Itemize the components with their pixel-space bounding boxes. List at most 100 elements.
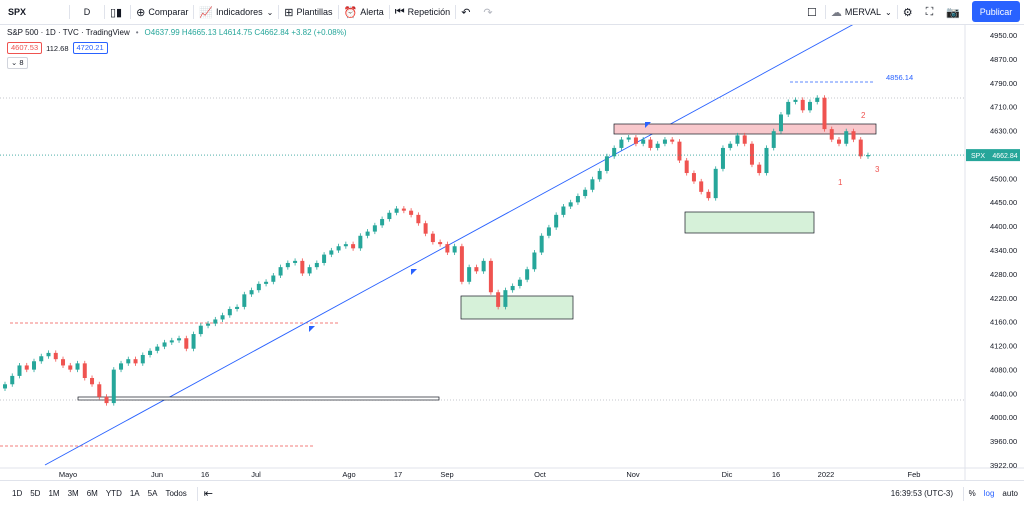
candle-body[interactable]	[445, 244, 450, 253]
candle-body[interactable]	[394, 208, 399, 213]
range-3m[interactable]: 3M	[67, 489, 79, 498]
candle-body[interactable]	[662, 139, 667, 144]
candle-body[interactable]	[256, 283, 261, 291]
candle-body[interactable]	[401, 208, 406, 211]
candle-body[interactable]	[677, 141, 682, 161]
candle-body[interactable]	[481, 260, 486, 272]
range-5a[interactable]: 5A	[147, 489, 158, 498]
candle-body[interactable]	[423, 223, 428, 234]
candle-body[interactable]	[771, 131, 776, 148]
candle-body[interactable]	[293, 260, 298, 263]
candle-body[interactable]	[198, 325, 203, 335]
range-6m[interactable]: 6M	[86, 489, 98, 498]
candle-body[interactable]	[336, 246, 341, 251]
candle-body[interactable]	[343, 244, 348, 247]
support-zone[interactable]	[684, 211, 815, 234]
candle-body[interactable]	[699, 181, 704, 192]
fullscreen-button[interactable]: ⛶	[921, 0, 942, 24]
candle-body[interactable]	[851, 131, 856, 140]
candle-body[interactable]	[604, 156, 609, 171]
candle-body[interactable]	[742, 135, 747, 144]
candle-body[interactable]	[10, 375, 15, 385]
candle-body[interactable]	[517, 279, 522, 286]
range-1d[interactable]: 1D	[12, 489, 23, 498]
candle-body[interactable]	[793, 99, 798, 102]
candle-body[interactable]	[119, 363, 124, 370]
candle-body[interactable]	[307, 267, 312, 274]
candle-body[interactable]	[546, 227, 551, 236]
candle-body[interactable]	[264, 281, 269, 284]
candle-body[interactable]	[249, 290, 254, 295]
candle-body[interactable]	[786, 101, 791, 115]
candle-body[interactable]	[706, 191, 711, 199]
candle-body[interactable]	[575, 196, 580, 203]
candle-body[interactable]	[3, 384, 7, 389]
support-zone[interactable]	[77, 396, 440, 401]
candle-body[interactable]	[104, 396, 109, 404]
candle-body[interactable]	[670, 139, 675, 142]
candle-body[interactable]	[191, 334, 196, 349]
candle-body[interactable]	[626, 137, 631, 140]
candle-body[interactable]	[155, 346, 160, 351]
alert-button[interactable]: ⏰ Alerta	[339, 0, 389, 24]
range-ytd[interactable]: YTD	[105, 489, 122, 498]
candle-body[interactable]	[836, 139, 841, 144]
candle-body[interactable]	[206, 323, 211, 326]
candle-body[interactable]	[111, 369, 116, 404]
candle-body[interactable]	[691, 173, 696, 182]
snapshot-button[interactable]: 📷	[941, 0, 968, 24]
candle-body[interactable]	[351, 244, 356, 249]
layout-toggle-button[interactable]: ☐	[802, 0, 825, 24]
candle-body[interactable]	[488, 260, 493, 293]
candle-body[interactable]	[278, 267, 283, 276]
compare-button[interactable]: ⊕ Comparar	[131, 0, 193, 24]
candle-body[interactable]	[554, 214, 559, 228]
candle-body[interactable]	[285, 262, 290, 268]
candle-body[interactable]	[858, 139, 863, 157]
candle-body[interactable]	[32, 361, 37, 370]
ask-badge[interactable]: 4720.21	[72, 42, 108, 54]
candle-body[interactable]	[807, 101, 812, 111]
price-chart[interactable]: 4950.004870.004790.004710.004630.004570.…	[0, 17, 1024, 480]
candle-body[interactable]	[800, 99, 805, 111]
indicators-button[interactable]: 📈 Indicadores ⌄	[194, 0, 278, 24]
clock[interactable]: 16:39:53 (UTC-3)	[890, 489, 953, 498]
candle-body[interactable]	[300, 260, 305, 274]
candle-body[interactable]	[162, 342, 167, 347]
candle-body[interactable]	[380, 219, 385, 226]
range-1a[interactable]: 1A	[129, 489, 140, 498]
candle-body[interactable]	[358, 235, 363, 249]
range-1m[interactable]: 1M	[48, 489, 60, 498]
candle-body[interactable]	[220, 315, 225, 320]
candle-body[interactable]	[24, 365, 29, 370]
candle-body[interactable]	[822, 97, 827, 130]
candle-body[interactable]	[235, 306, 240, 309]
candle-body[interactable]	[648, 139, 653, 148]
candle-body[interactable]	[46, 352, 51, 357]
log-toggle[interactable]: log	[983, 489, 995, 498]
candle-body[interactable]	[97, 384, 102, 397]
publish-button[interactable]: Publicar	[972, 1, 1020, 22]
candle-body[interactable]	[720, 147, 725, 169]
candle-body[interactable]	[452, 246, 457, 253]
candle-body[interactable]	[757, 164, 762, 174]
redo-button[interactable]: ↷	[478, 0, 500, 24]
symbol-search[interactable]: SPX	[8, 7, 27, 17]
bid-badge[interactable]: 4607.53	[7, 42, 43, 54]
candle-body[interactable]	[844, 131, 849, 144]
auto-toggle[interactable]: auto	[1002, 489, 1018, 498]
indicators-toggle[interactable]: ⌄ 8	[7, 57, 28, 69]
candle-body[interactable]	[39, 356, 44, 362]
candle-body[interactable]	[372, 225, 377, 232]
candle-body[interactable]	[619, 139, 624, 148]
candle-body[interactable]	[148, 350, 153, 355]
candle-body[interactable]	[329, 250, 334, 255]
candle-body[interactable]	[82, 363, 87, 378]
interval-selector[interactable]: D	[83, 7, 91, 17]
candle-body[interactable]	[684, 160, 689, 174]
candle-body[interactable]	[539, 235, 544, 253]
candle-body[interactable]	[597, 170, 602, 180]
candle-body[interactable]	[583, 189, 588, 197]
candle-body[interactable]	[75, 363, 80, 370]
candle-body[interactable]	[271, 275, 276, 282]
